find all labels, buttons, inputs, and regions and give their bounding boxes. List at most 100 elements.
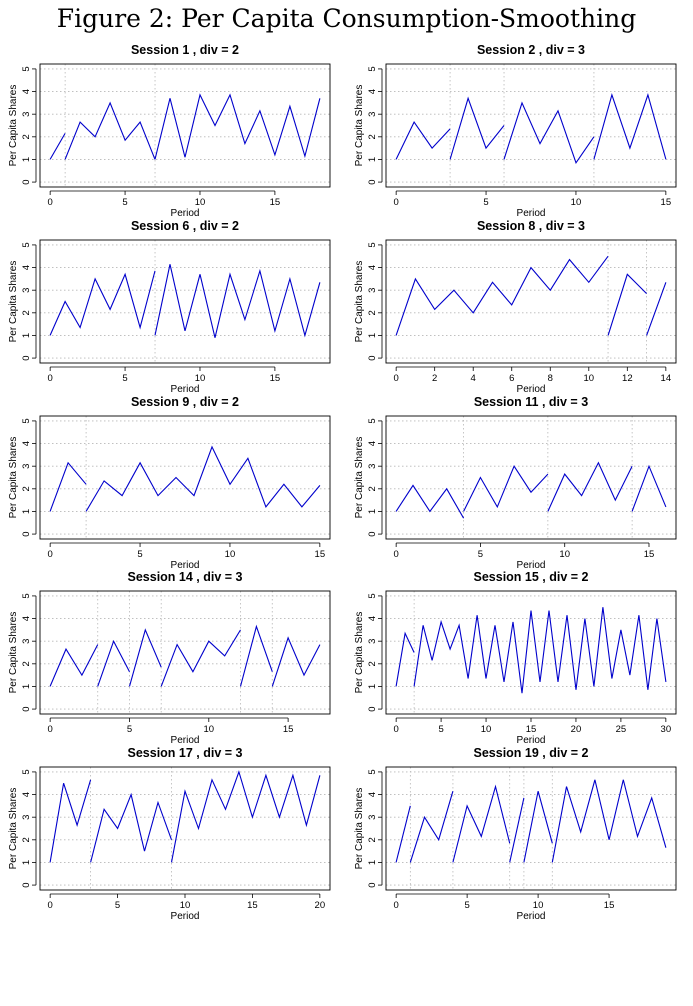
y-tick-label: 5 [367, 418, 378, 423]
y-tick-label: 1 [367, 333, 378, 338]
panel-4: Session 8 , div = 30 2 4 6 8 10 12 14Period0123… [354, 219, 677, 395]
x-tick-label: 15 [283, 724, 294, 735]
panel-9: Session 17 , div = 3 0 5 10 15 20 Period 0 1 2 3 4 5… [8, 746, 331, 922]
y-tick-label: 4 [21, 265, 32, 270]
y-tick-label: 2 [367, 310, 378, 315]
y-tick-label: 0 [21, 355, 32, 360]
panel-title: Session 1 , div = 2 [131, 43, 239, 57]
x-tick-label: 6 [509, 373, 514, 384]
x-tick-label: 10 [195, 197, 206, 208]
y-tick-label: 4 [21, 441, 32, 446]
x-tick-label: 20 [315, 900, 326, 911]
y-tick-label: 3 [367, 639, 378, 644]
series-line [523, 791, 553, 863]
y-tick-label: 4 [367, 792, 378, 797]
x-tick-label: 20 [571, 724, 582, 735]
x-tick-label: 0 [394, 197, 399, 208]
x-axis-label: Period [171, 560, 200, 571]
x-tick-label: 5 [122, 373, 127, 384]
panel-title: Session 15 , div = 2 [474, 570, 589, 584]
x-tick-label: 30 [661, 724, 672, 735]
series-line [170, 770, 321, 863]
series-line [49, 270, 156, 336]
x-tick-label: 0 [48, 549, 53, 560]
series-line [64, 101, 156, 160]
x-tick-label: 5 [478, 549, 483, 560]
series-line [49, 779, 92, 863]
plot-frame [39, 590, 331, 715]
series-line [49, 133, 66, 160]
x-tick-label: 15 [270, 197, 281, 208]
y-tick-label: 4 [367, 616, 378, 621]
x-tick-label: 5 [127, 724, 132, 735]
x-axis-label: Period [517, 735, 546, 746]
series-line [631, 464, 667, 512]
x-axis-label: Period [517, 911, 546, 922]
series-line [395, 121, 451, 160]
y-tick-label: 2 [21, 661, 32, 666]
x-tick-label: 0 [394, 900, 399, 911]
x-tick-label: 15 [661, 197, 672, 208]
x-tick-label: 5 [464, 900, 469, 911]
panel-5: Session 9 , div = 2 0 5 10 15 Period 0 1 2 3 4 5 Per… [8, 395, 331, 571]
y-tick-label: 2 [21, 310, 32, 315]
series-line [85, 445, 321, 512]
y-tick-label: 1 [367, 684, 378, 689]
series-line [239, 624, 273, 687]
x-tick-label: 15 [644, 549, 655, 560]
series-line [395, 805, 411, 863]
x-axis-label: Period [517, 384, 546, 395]
x-tick-label: 0 [394, 373, 399, 384]
x-tick-label: 15 [604, 900, 615, 911]
y-tick-label: 4 [21, 792, 32, 797]
y-tick-label: 1 [21, 684, 32, 689]
series-line [409, 791, 454, 863]
y-tick-label: 3 [21, 815, 32, 820]
panel-title: Session 14 , div = 3 [128, 570, 243, 584]
plot-frame [385, 239, 677, 364]
y-tick-label: 0 [21, 179, 32, 184]
y-tick-label: 3 [21, 464, 32, 469]
x-axis-label: Period [171, 208, 200, 219]
y-tick-label: 0 [21, 882, 32, 887]
y-axis-label: Per Capita Shares [354, 85, 365, 167]
x-axis-label: Period [517, 208, 546, 219]
panel-title: Session 2 , div = 3 [477, 43, 585, 57]
y-tick-label: 1 [367, 157, 378, 162]
x-tick-label: 0 [48, 197, 53, 208]
series-line [395, 255, 609, 336]
y-tick-label: 2 [21, 134, 32, 139]
y-tick-label: 4 [367, 441, 378, 446]
x-tick-label: 5 [137, 549, 142, 560]
plot-frame [385, 415, 677, 540]
y-tick-label: 3 [21, 288, 32, 293]
plot-frame [39, 239, 331, 364]
series-line [509, 797, 525, 863]
y-tick-label: 3 [21, 639, 32, 644]
y-tick-label: 5 [367, 593, 378, 598]
plot-frame [385, 63, 677, 188]
y-tick-label: 0 [21, 531, 32, 536]
series-line [160, 629, 241, 687]
y-tick-label: 4 [367, 265, 378, 270]
panel-title: Session 6 , div = 2 [131, 219, 239, 233]
x-tick-label: 10 [180, 900, 191, 911]
series-line [551, 779, 667, 863]
y-axis-label: Per Capita Shares [8, 788, 19, 870]
plot-frame [39, 415, 331, 540]
x-tick-label: 10 [204, 724, 215, 735]
y-axis-label: Per Capita Shares [354, 612, 365, 694]
x-tick-label: 2 [432, 373, 437, 384]
series-line [271, 636, 321, 687]
x-tick-label: 4 [471, 373, 476, 384]
x-tick-label: 25 [616, 724, 627, 735]
y-axis-label: Per Capita Shares [354, 788, 365, 870]
y-tick-label: 1 [21, 509, 32, 514]
plot-frame [385, 766, 677, 891]
panel-title: Session 17 , div = 3 [128, 746, 243, 760]
y-tick-label: 2 [21, 486, 32, 491]
y-tick-label: 0 [367, 706, 378, 711]
series-line [449, 96, 505, 160]
y-axis-label: Per Capita Shares [8, 85, 19, 167]
